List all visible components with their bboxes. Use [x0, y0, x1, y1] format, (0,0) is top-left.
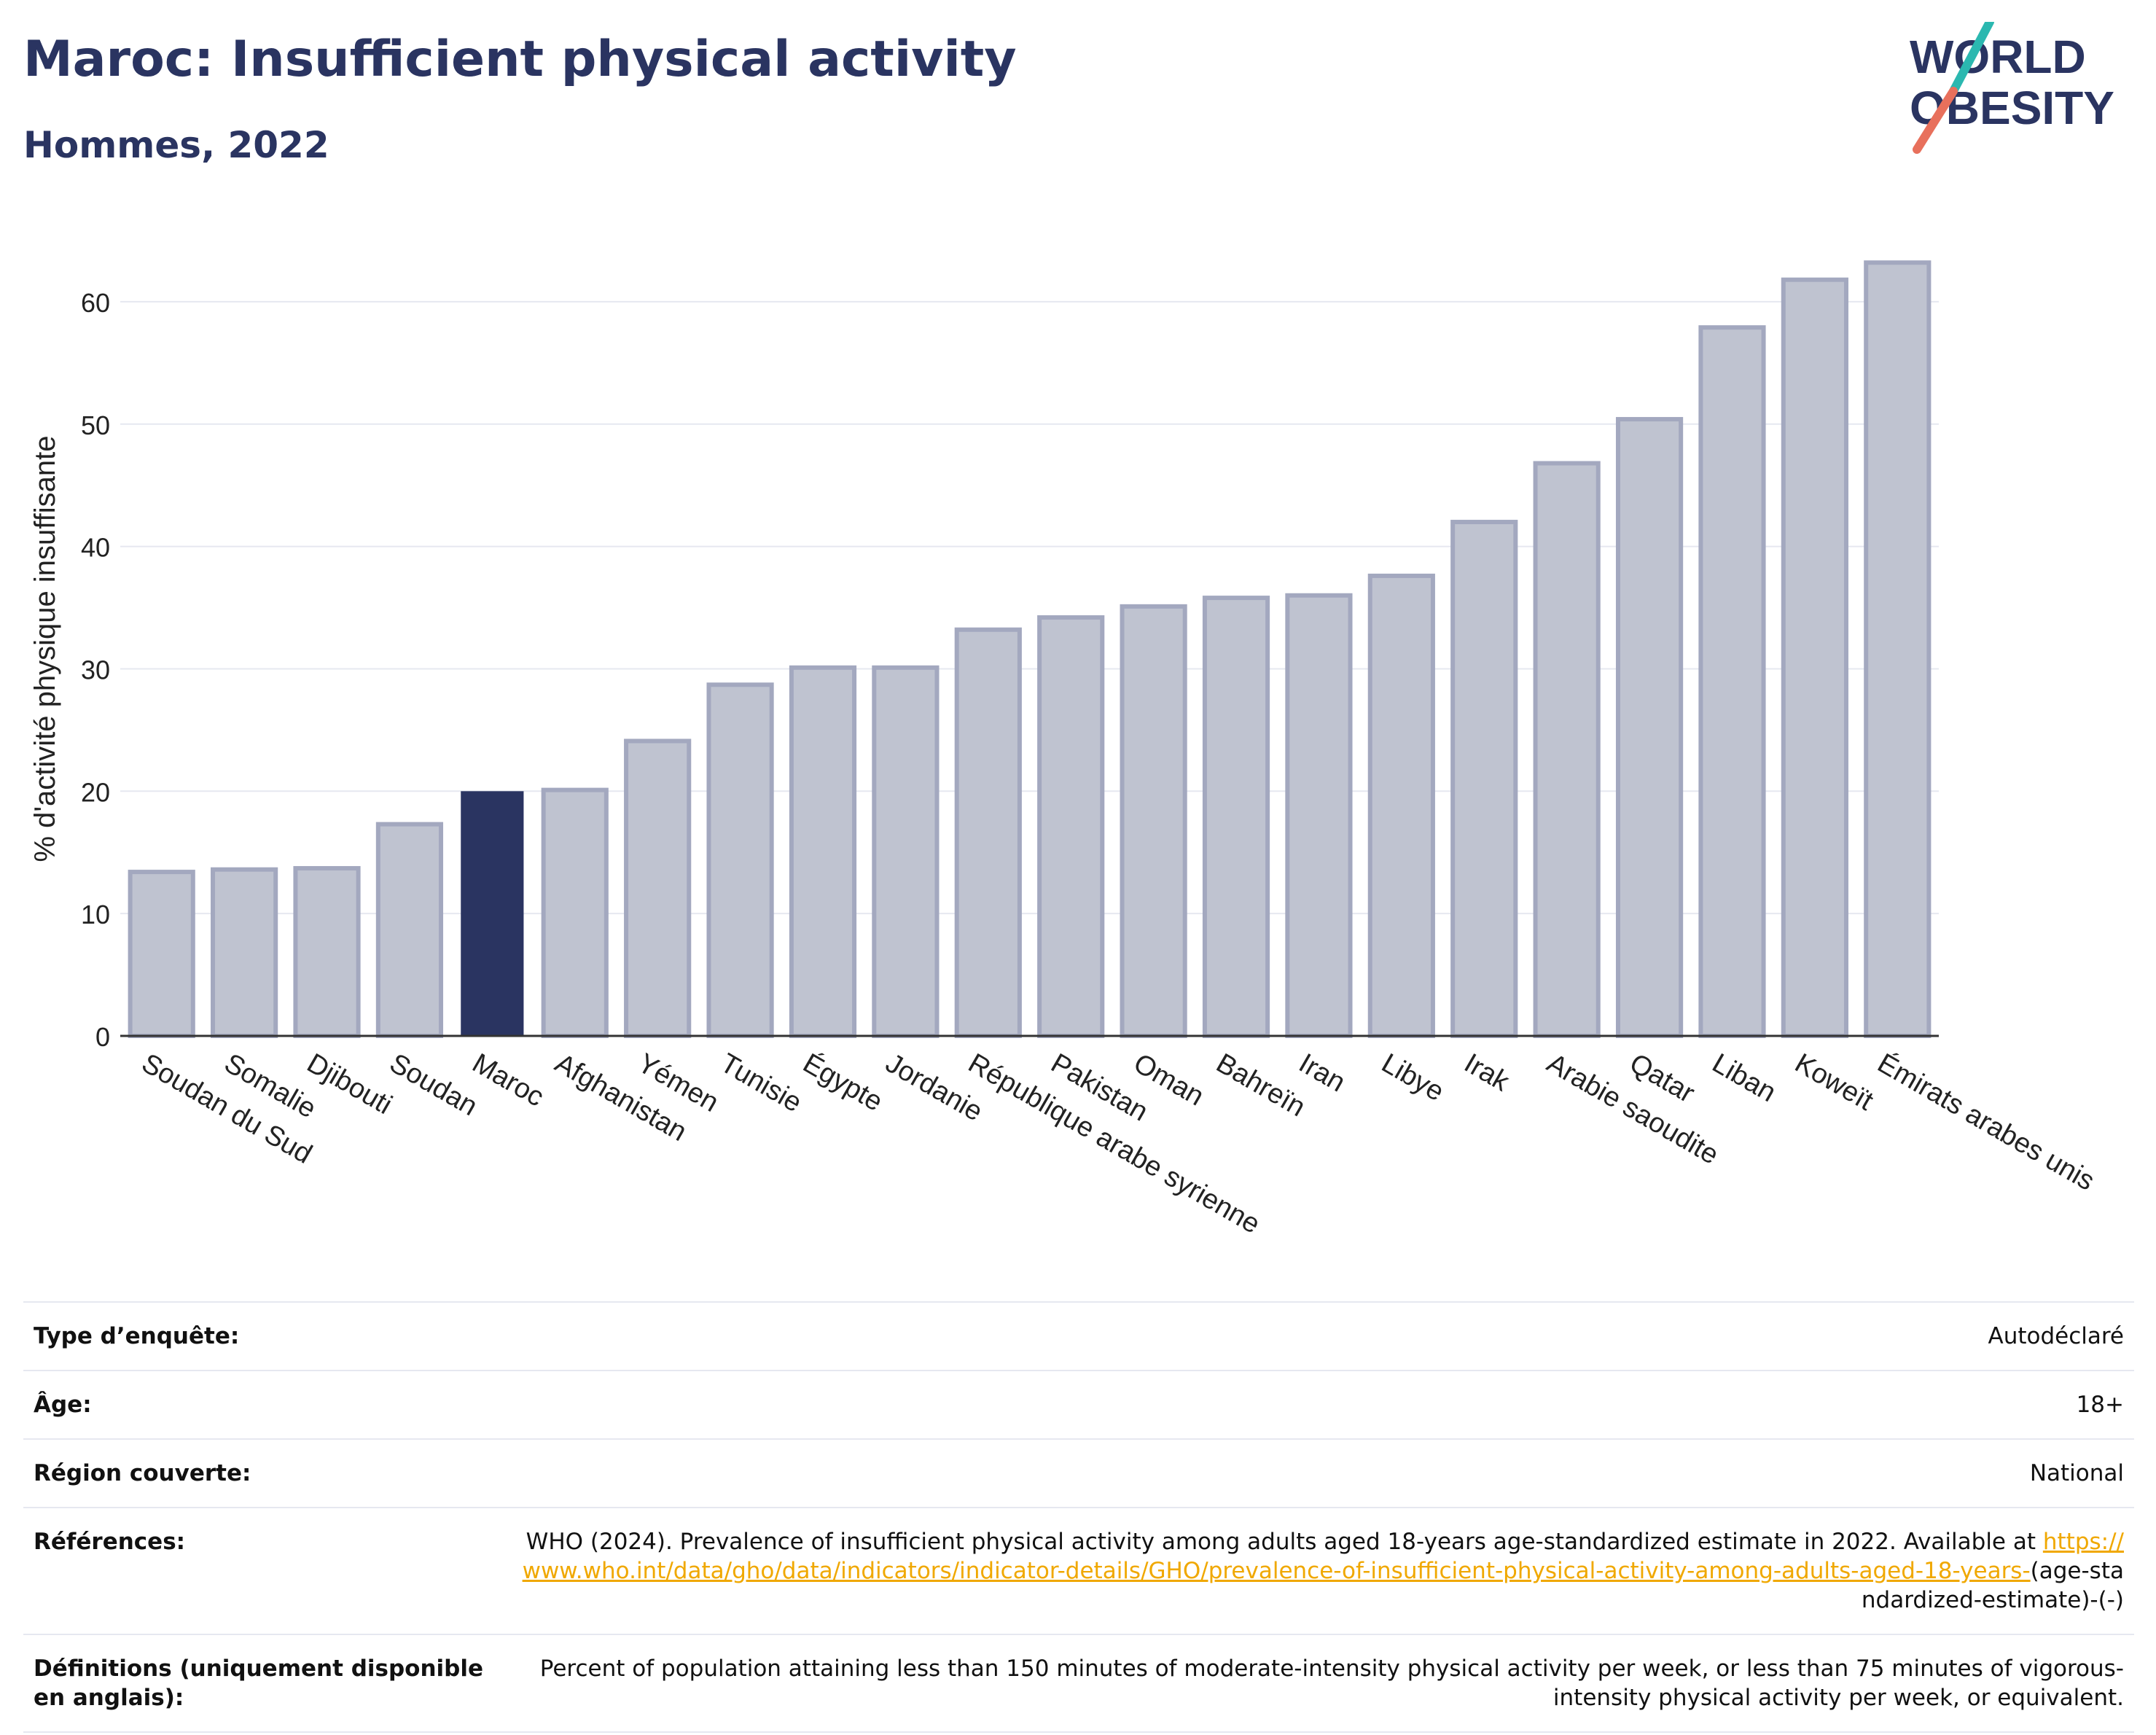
bar-tunisie	[706, 682, 774, 1039]
y-tick-label: 40	[81, 533, 110, 563]
bar-qatar	[1615, 417, 1684, 1038]
x-tick-label: Égypte	[797, 1048, 888, 1118]
bar-bahreïn	[1202, 596, 1270, 1038]
bar-oman	[1120, 604, 1187, 1038]
x-tick-label: Émirats arabes unis	[1872, 1048, 2100, 1197]
y-tick-label: 10	[81, 900, 110, 929]
metadata-row: Définitions (uniquement disponible en an…	[23, 1634, 2134, 1733]
metadata-row: Références: WHO (2024). Prevalence of ins…	[23, 1507, 2134, 1634]
bar-émirats-arabes-unis	[1864, 260, 1932, 1039]
metadata-value: 18+	[510, 1370, 2134, 1439]
metadata-value: Autodéclaré	[510, 1301, 2134, 1371]
bar-arabie-saoudite	[1533, 461, 1601, 1038]
logo-text-line1: WORLD	[1910, 31, 2086, 83]
x-tick-label: Liban	[1707, 1048, 1781, 1108]
bar-djibouti	[293, 866, 361, 1039]
bar-jordanie	[872, 665, 940, 1038]
reference-link[interactable]: https://www.who.int/data/gho/data/indica…	[522, 1529, 2124, 1584]
bar-yémen	[624, 738, 692, 1038]
y-tick-label: 50	[81, 410, 110, 440]
x-tick-label: Libye	[1376, 1048, 1449, 1107]
y-tick-label: 60	[81, 288, 110, 318]
x-tick-label: Soudan	[384, 1048, 482, 1122]
metadata-label: Type d’enquête:	[23, 1301, 510, 1371]
metadata-row: Âge: 18+	[23, 1370, 2134, 1439]
bar-afghanistan	[541, 787, 609, 1039]
x-tick-label: Irak	[1459, 1048, 1515, 1098]
chart-bars	[128, 260, 1932, 1039]
bar-libye	[1367, 573, 1435, 1038]
bar-pakistan	[1037, 615, 1105, 1038]
metadata-label: Références:	[23, 1507, 510, 1634]
bar-égypte	[789, 665, 857, 1038]
bar-liban	[1698, 325, 1766, 1038]
bar-soudan-du-sud	[128, 870, 195, 1039]
page-subtitle: Hommes, 2022	[23, 124, 329, 166]
bar-iran	[1285, 593, 1353, 1038]
x-tick-label: Iran	[1294, 1048, 1351, 1098]
y-tick-label: 30	[81, 655, 110, 685]
metadata-value: National	[510, 1438, 2134, 1508]
x-tick-label: Tunisie	[715, 1048, 807, 1118]
metadata-label: Âge:	[23, 1370, 510, 1439]
bar-somalie	[211, 867, 278, 1039]
y-axis-ticks: 0 10 20 30 40 50 60	[81, 288, 110, 1052]
metadata-row: Type d’enquête: Autodéclaré	[23, 1301, 2134, 1371]
bar-chart: 0 10 20 30 40 50 60 Soudan du SudSomalieDjibou…	[29, 260, 2100, 1240]
metadata-table: Type d’enquête: Autodéclaré Âge: 18+ Région …	[23, 1301, 2134, 1733]
logo-slash-coral	[1913, 87, 1958, 154]
y-tick-label: 20	[81, 777, 110, 807]
y-axis-label: % d'activité physique insuffisante	[29, 435, 61, 862]
y-tick-label: 0	[95, 1022, 110, 1052]
page-title: Maroc: Insufficient physical activity	[23, 31, 1017, 88]
bar-maroc	[461, 791, 524, 1036]
world-obesity-logo: WORLD OBESITY	[1910, 22, 2114, 154]
metadata-value: WHO (2024). Prevalence of insufficient p…	[510, 1507, 2134, 1634]
bar-koweït	[1781, 277, 1848, 1038]
metadata-label: Région couverte:	[23, 1438, 510, 1508]
bar-irak	[1450, 520, 1518, 1038]
metadata-label: Définitions (uniquement disponible en an…	[23, 1634, 510, 1733]
bar-république-arabe-syrienne	[954, 627, 1022, 1038]
logo-slash-teal	[1949, 22, 1994, 95]
bar-soudan	[375, 822, 444, 1038]
metadata-row: Région couverte: National	[23, 1438, 2134, 1508]
x-tick-label: Koweït	[1789, 1048, 1878, 1117]
x-tick-label: Djibouti	[302, 1048, 397, 1120]
x-tick-label: Maroc	[467, 1048, 549, 1112]
metadata-value: Percent of population attaining less tha…	[510, 1634, 2134, 1733]
x-tick-label: Bahreïn	[1211, 1048, 1311, 1123]
